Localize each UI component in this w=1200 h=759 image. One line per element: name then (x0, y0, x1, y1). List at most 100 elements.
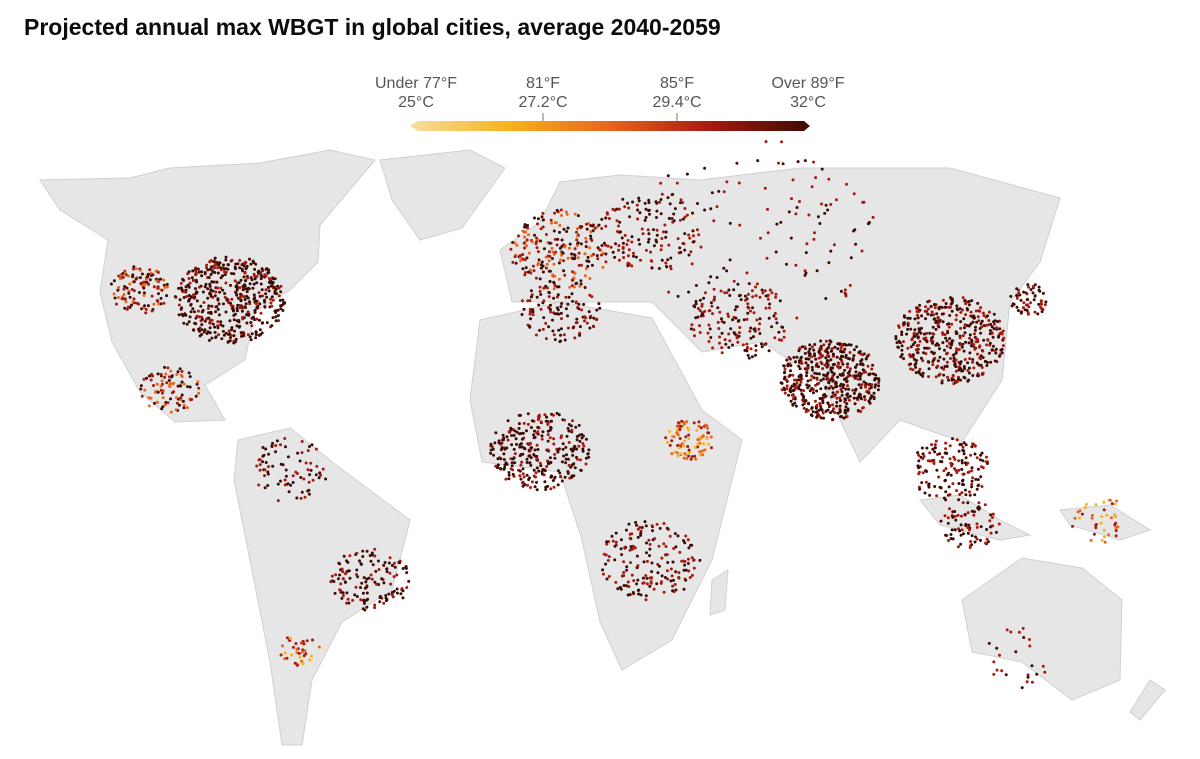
city-dot (619, 538, 623, 542)
city-dot (243, 271, 247, 275)
city-dot (275, 292, 279, 296)
city-dot (781, 162, 785, 166)
city-dot (610, 534, 614, 538)
city-dot (570, 278, 574, 282)
city-dot (257, 269, 261, 273)
city-dot (237, 325, 241, 329)
city-dot (239, 278, 243, 282)
city-dot (732, 288, 736, 292)
city-dot (373, 606, 377, 610)
city-dot (609, 245, 613, 249)
city-dot (532, 433, 536, 437)
city-dot (860, 249, 864, 253)
city-dot (211, 322, 215, 326)
city-dot (131, 267, 135, 271)
city-dot (774, 317, 778, 321)
city-dot (279, 443, 282, 447)
city-dot (538, 328, 541, 332)
city-dot (844, 411, 848, 415)
city-dot (311, 638, 314, 642)
city-dot (211, 270, 215, 274)
city-dot (938, 372, 942, 376)
city-dot (752, 311, 756, 315)
city-dot (304, 652, 308, 656)
city-dot (517, 426, 521, 430)
city-dot (968, 493, 972, 497)
city-dot (876, 388, 880, 392)
city-dot (598, 248, 601, 252)
city-dot (969, 453, 973, 457)
city-dot (546, 484, 550, 488)
city-dot (992, 322, 996, 326)
city-dot (112, 292, 116, 296)
city-dot (216, 298, 220, 302)
city-dot (660, 574, 664, 578)
city-dot (301, 650, 304, 654)
city-dot (556, 469, 560, 473)
city-dot (163, 375, 167, 379)
city-dot (530, 419, 534, 423)
city-dot (738, 326, 742, 329)
city-dot (805, 371, 809, 375)
city-dot (790, 384, 794, 388)
city-dot (209, 310, 213, 314)
city-dot (805, 383, 809, 387)
city-dot (701, 312, 705, 316)
city-dot (939, 519, 943, 523)
city-dot (583, 252, 587, 256)
city-dot (248, 300, 251, 304)
city-dot (1094, 523, 1098, 526)
city-dot (166, 366, 170, 370)
city-dot (855, 345, 859, 349)
city-dot (152, 285, 156, 289)
city-dot (561, 442, 565, 446)
city-dot (255, 274, 259, 278)
city-dot (978, 458, 982, 462)
city-dot (954, 369, 958, 373)
city-dot (872, 395, 876, 399)
city-dot (657, 267, 661, 270)
city-dot (973, 347, 977, 351)
city-dot (981, 356, 985, 359)
city-dot (829, 358, 833, 362)
city-dot (252, 282, 256, 286)
city-dot (854, 242, 858, 246)
city-dot (680, 442, 684, 446)
city-dot (669, 267, 673, 271)
city-dot (525, 238, 529, 242)
city-dot (521, 472, 525, 476)
city-dot (873, 378, 877, 382)
city-dot (998, 653, 1001, 657)
city-dot (539, 307, 543, 311)
city-dot (974, 477, 978, 481)
city-dot (735, 161, 739, 165)
city-dot (1114, 529, 1118, 533)
city-dot (636, 535, 640, 539)
city-dot (1030, 664, 1034, 668)
city-dot (258, 294, 262, 298)
city-dot (694, 299, 698, 303)
city-dot (941, 341, 945, 345)
city-dot (619, 230, 623, 234)
city-dot (369, 573, 373, 577)
city-dot (821, 411, 825, 415)
city-dot (295, 496, 299, 500)
city-dot (191, 269, 195, 273)
city-dot (843, 288, 847, 292)
city-dot (261, 460, 264, 464)
city-dot (838, 357, 842, 361)
city-dot (915, 359, 919, 362)
city-dot (538, 285, 542, 289)
city-dot (1016, 309, 1020, 312)
greenland (379, 149, 506, 241)
city-dot (197, 386, 201, 390)
city-dot (539, 293, 543, 296)
city-dot (932, 313, 936, 317)
city-dot (934, 439, 938, 443)
city-dot (991, 524, 995, 528)
city-dot (340, 567, 344, 571)
city-dot (196, 267, 200, 271)
city-dot (623, 233, 627, 237)
